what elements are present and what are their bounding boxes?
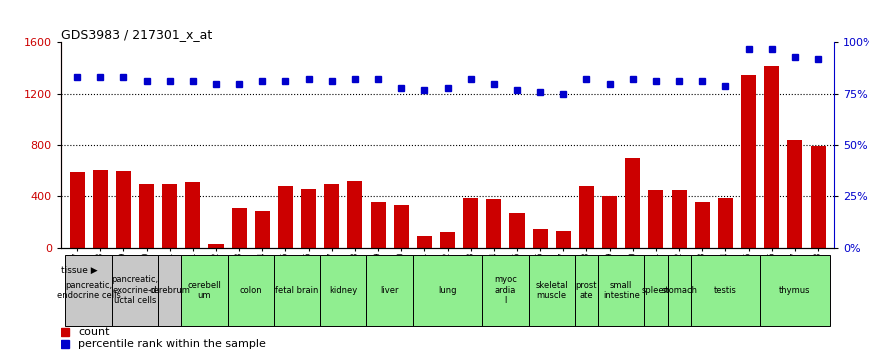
Bar [602,196,617,248]
Bar [533,229,547,248]
Text: lung: lung [438,286,457,295]
Bar [255,211,269,248]
Text: myoc
ardia
l: myoc ardia l [494,275,517,305]
Bar [579,186,594,248]
Bar [463,198,478,248]
Bar [93,170,108,248]
Bar [648,190,663,248]
Text: stomach: stomach [661,286,697,295]
Text: cerebrum: cerebrum [149,286,190,295]
Text: tissue ▶: tissue ▶ [62,266,98,274]
Bar [556,231,571,248]
Text: colon: colon [239,286,262,295]
Text: GDS3983 / 217301_x_at: GDS3983 / 217301_x_at [61,28,212,41]
Bar [413,255,482,326]
Text: testis: testis [714,286,737,295]
Bar [417,236,432,248]
Bar [626,158,640,248]
Text: pancreatic,
exocrine-d
uctal cells: pancreatic, exocrine-d uctal cells [111,275,158,305]
Text: spleen: spleen [642,286,670,295]
Bar [598,255,644,326]
Bar [139,184,154,248]
Bar [487,199,501,248]
Bar [575,255,598,326]
Bar [324,184,339,248]
Bar [718,198,733,248]
Bar [163,184,177,248]
Text: kidney: kidney [329,286,357,295]
Text: fetal brain: fetal brain [275,286,319,295]
Text: liver: liver [381,286,399,295]
Bar [158,255,182,326]
Bar [787,140,802,248]
Bar [182,255,228,326]
Bar [644,255,667,326]
Bar [811,147,826,248]
Text: small
intestine: small intestine [603,281,640,300]
Text: percentile rank within the sample: percentile rank within the sample [78,339,266,349]
Bar [672,190,687,248]
Bar [348,181,362,248]
Bar [764,65,779,248]
Text: count: count [78,327,109,337]
Bar [209,244,223,248]
Bar [667,255,691,326]
Bar [301,189,316,248]
Bar [112,255,158,326]
Text: cerebell
um: cerebell um [188,281,222,300]
Bar [741,75,756,248]
Bar [278,186,293,248]
Bar [482,255,528,326]
Bar [65,255,112,326]
Bar [528,255,575,326]
Text: thymus: thymus [779,286,811,295]
Bar [694,202,710,248]
Text: prost
ate: prost ate [576,281,597,300]
Bar [370,202,386,248]
Bar [394,205,408,248]
Bar [185,182,201,248]
Bar [70,172,84,248]
Bar [228,255,274,326]
Bar [116,171,131,248]
Text: skeletal
muscle: skeletal muscle [535,281,568,300]
Bar [509,213,525,248]
Bar [232,208,247,248]
Text: pancreatic,
endocrine cells: pancreatic, endocrine cells [56,281,121,300]
Bar [274,255,320,326]
Bar [367,255,413,326]
Bar [760,255,830,326]
Bar [320,255,367,326]
Bar [440,232,455,248]
Bar [691,255,760,326]
